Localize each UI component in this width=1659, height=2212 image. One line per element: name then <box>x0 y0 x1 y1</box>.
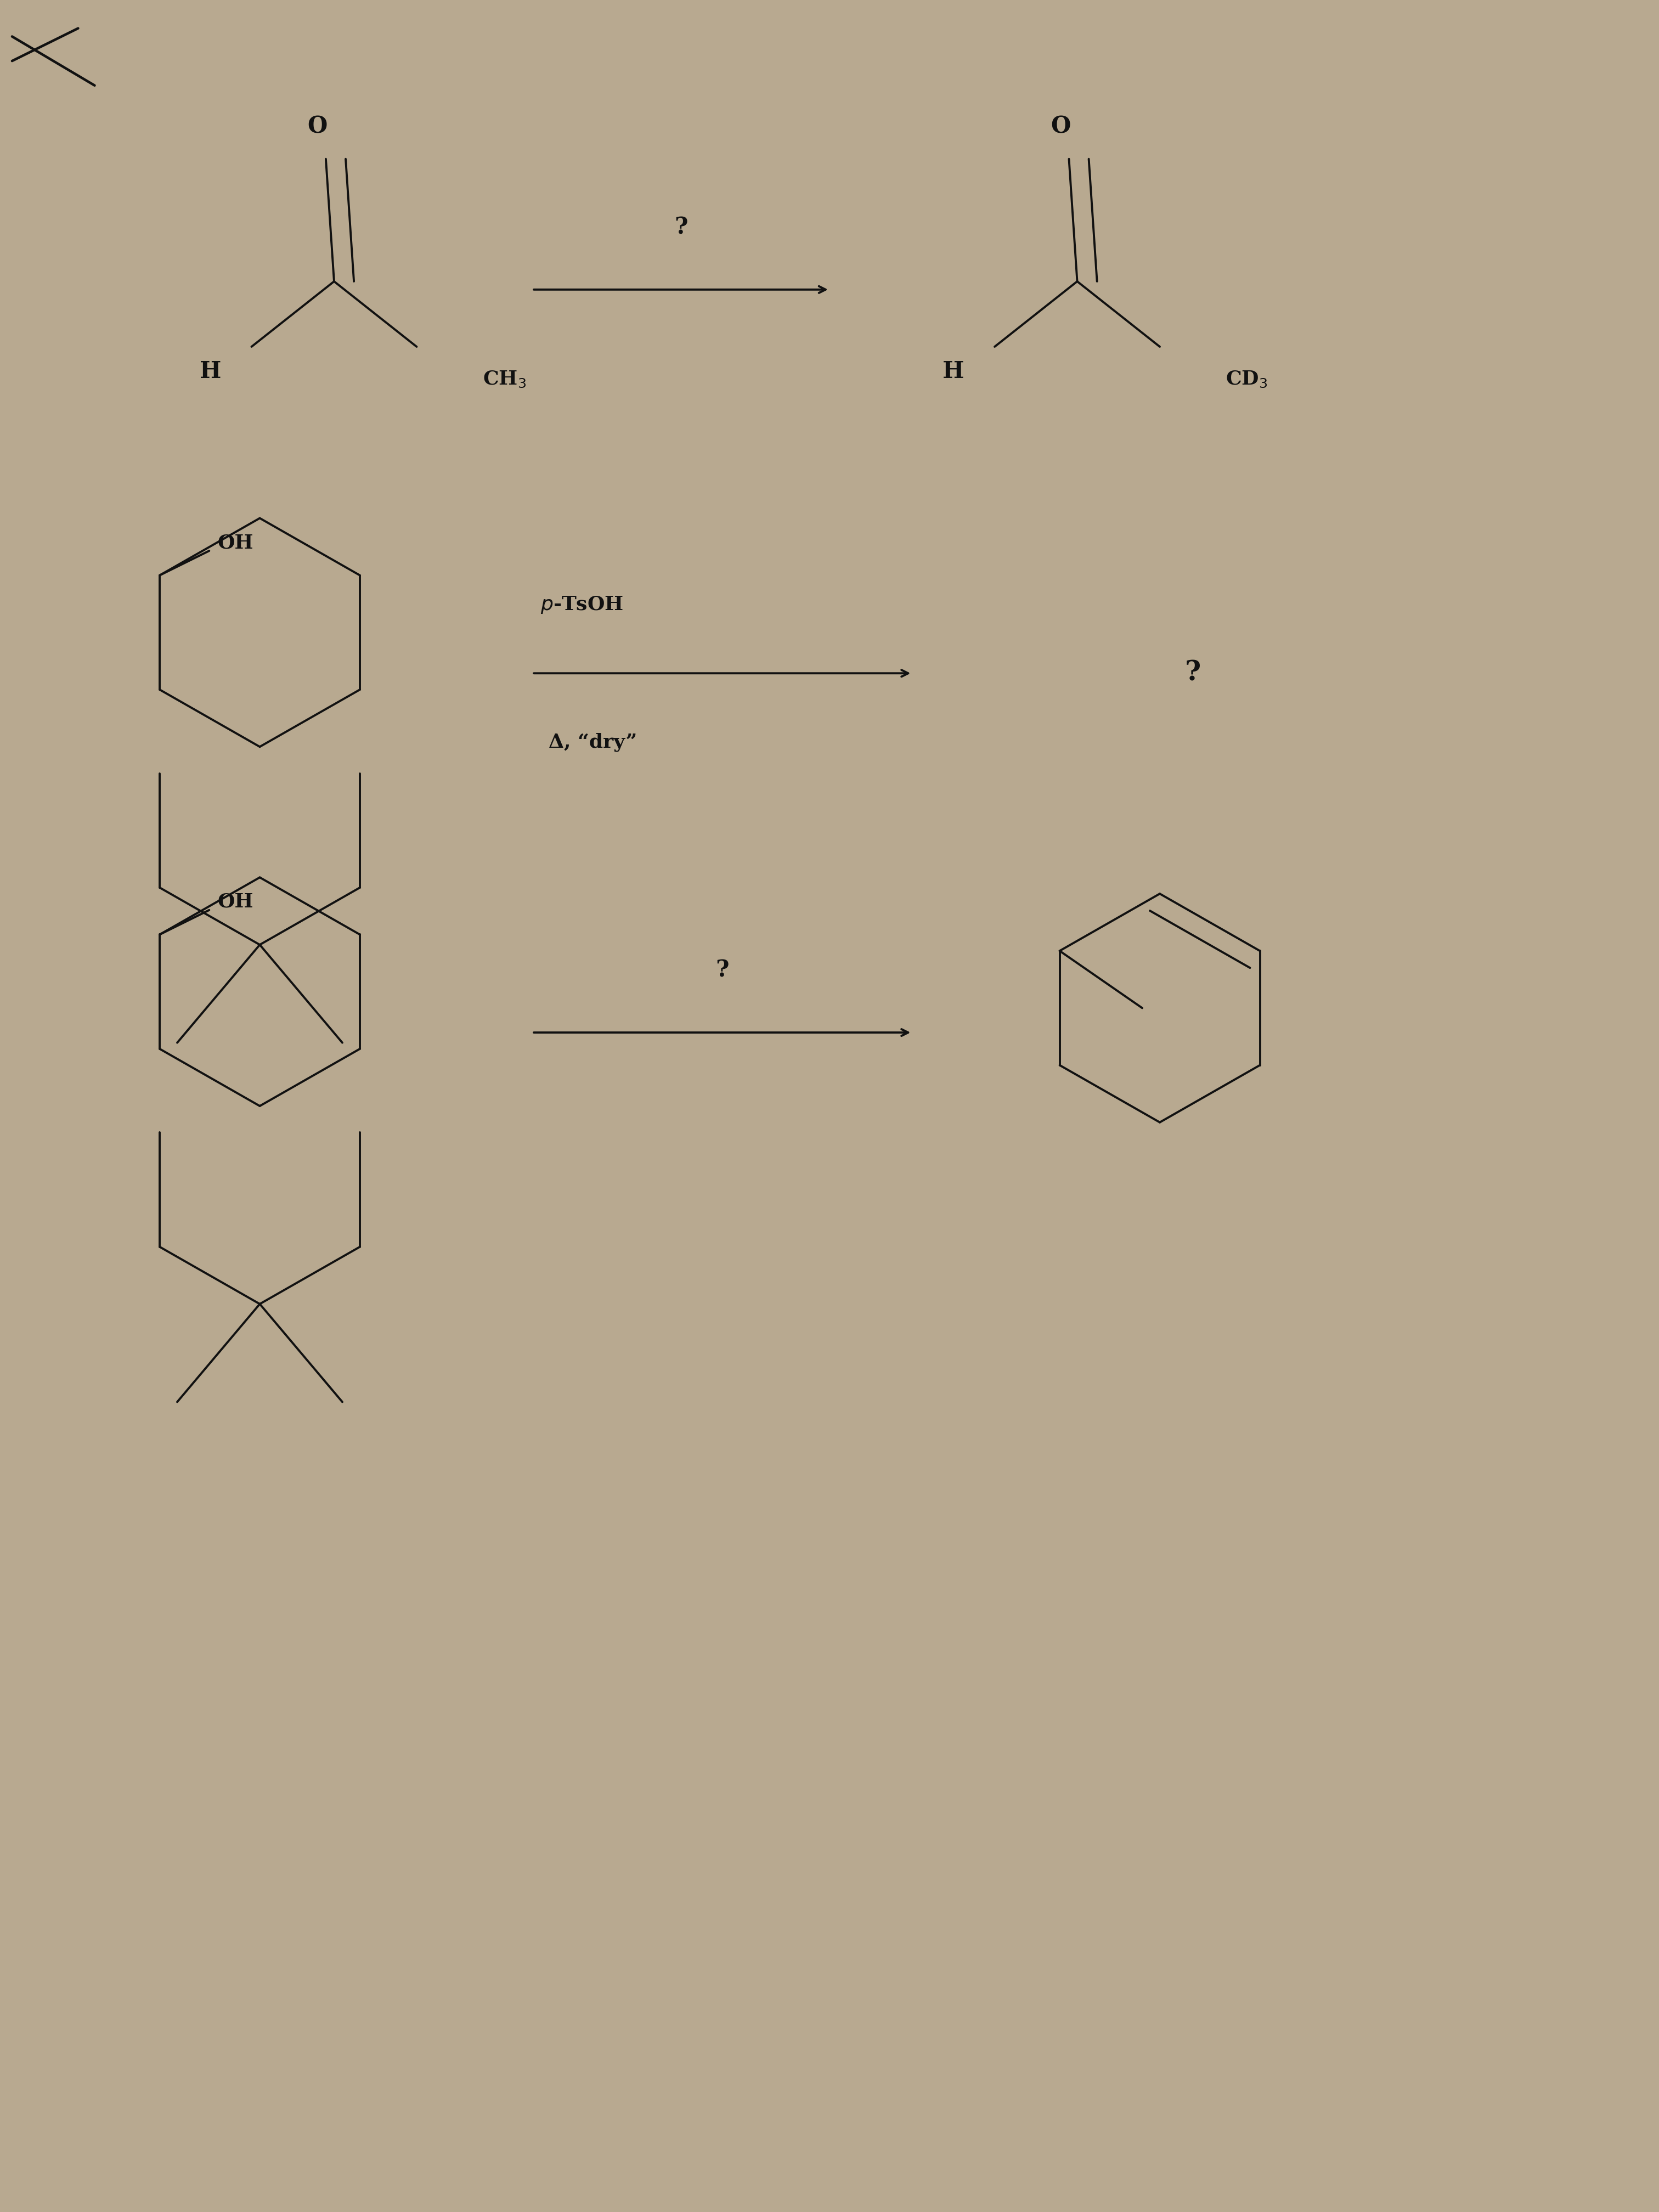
Text: OH: OH <box>217 894 254 911</box>
Text: O: O <box>1050 115 1070 137</box>
Text: O: O <box>307 115 327 137</box>
Text: Δ, “dry”: Δ, “dry” <box>549 732 637 752</box>
Text: CD$_3$: CD$_3$ <box>1226 369 1267 389</box>
Text: $p$-TsOH: $p$-TsOH <box>541 595 624 615</box>
Text: H: H <box>199 361 221 383</box>
Text: H: H <box>942 361 964 383</box>
Text: ?: ? <box>1185 659 1201 686</box>
Text: ?: ? <box>715 960 728 982</box>
Text: OH: OH <box>217 533 254 553</box>
Text: ?: ? <box>674 217 687 239</box>
Text: CH$_3$: CH$_3$ <box>483 369 526 389</box>
